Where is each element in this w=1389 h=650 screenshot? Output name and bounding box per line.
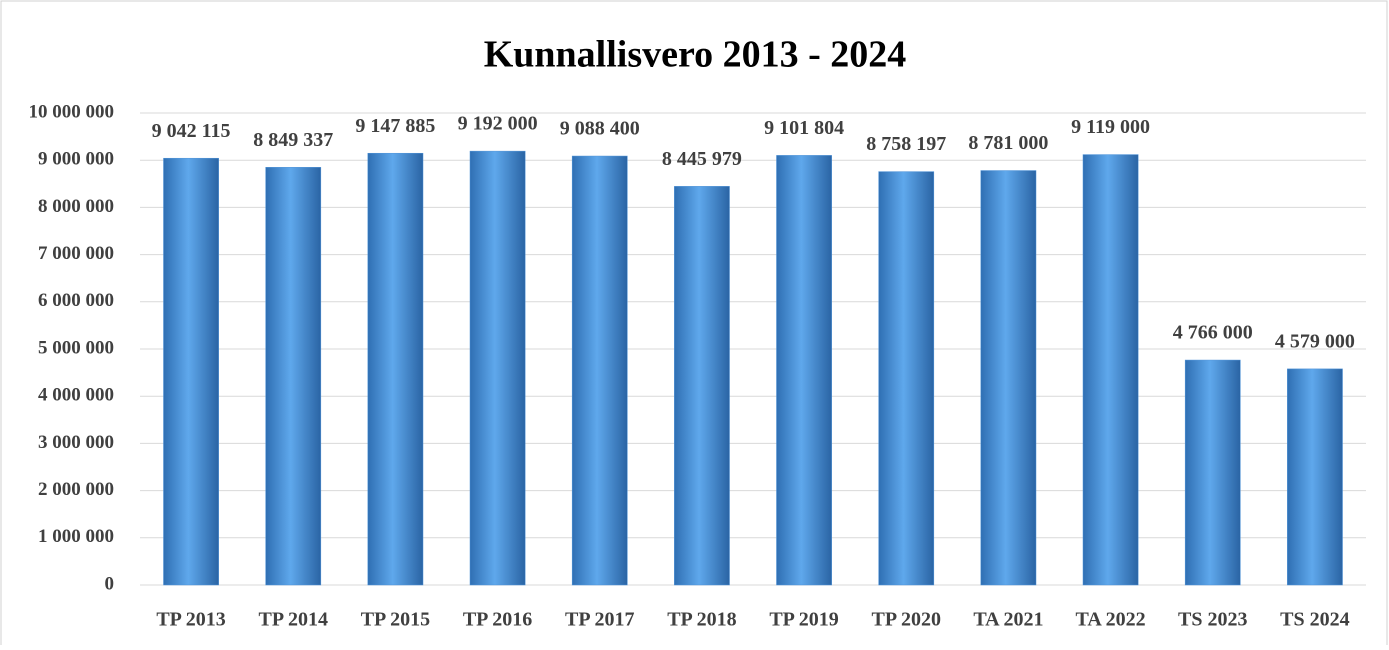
x-tick-label: TA 2021 (973, 609, 1043, 631)
y-tick-label: 10 000 000 (29, 101, 115, 122)
y-tick-label: 1 000 000 (38, 526, 114, 547)
x-tick-label: TP 2018 (667, 609, 736, 631)
data-label: 8 758 197 (866, 133, 946, 155)
y-tick-label: 6 000 000 (38, 290, 114, 311)
bar (163, 157, 219, 586)
y-tick-label: 4 000 000 (38, 385, 114, 406)
data-label: 8 849 337 (253, 129, 333, 151)
bar (1184, 359, 1241, 586)
bar (674, 186, 730, 586)
x-tick-label: TA 2022 (1075, 609, 1145, 631)
x-tick-label: TS 2024 (1280, 609, 1349, 631)
bar (571, 155, 628, 586)
data-label: 9 192 000 (458, 113, 538, 135)
chart-title: Kunnallisvero 2013 - 2024 (484, 34, 907, 76)
y-tick-label: 2 000 000 (38, 479, 114, 500)
x-tick-label: TP 2013 (156, 609, 225, 631)
data-label: 9 042 115 (152, 120, 231, 142)
y-tick-label: 0 (105, 573, 115, 594)
bar (776, 155, 832, 586)
x-tick-label: TP 2019 (769, 609, 838, 631)
bar (980, 170, 1037, 586)
data-label: 4 766 000 (1173, 322, 1253, 344)
x-tick-label: TP 2014 (259, 609, 328, 631)
x-tick-label: TP 2020 (872, 609, 941, 631)
y-tick-label: 7 000 000 (38, 243, 114, 264)
bar (469, 150, 526, 586)
data-label: 9 088 400 (560, 118, 640, 140)
data-label: 9 147 885 (355, 115, 435, 137)
x-tick-label: TS 2023 (1178, 609, 1247, 631)
data-label: 8 781 000 (968, 132, 1048, 154)
data-label: 8 445 979 (662, 148, 742, 170)
y-tick-label: 3 000 000 (38, 432, 114, 453)
x-tick-label: TP 2016 (463, 609, 532, 631)
bar (1082, 154, 1139, 586)
x-tick-label: TP 2015 (361, 609, 430, 631)
data-label: 9 101 804 (764, 117, 844, 139)
x-tick-label: TP 2017 (565, 609, 634, 631)
bar (265, 167, 322, 586)
bar (1287, 368, 1343, 586)
y-tick-label: 9 000 000 (38, 149, 114, 170)
y-tick-label: 8 000 000 (38, 196, 114, 217)
y-tick-label: 5 000 000 (38, 337, 114, 358)
data-label: 4 579 000 (1275, 330, 1355, 352)
bar (878, 171, 935, 586)
bar (367, 152, 424, 586)
data-label: 9 119 000 (1071, 116, 1150, 138)
